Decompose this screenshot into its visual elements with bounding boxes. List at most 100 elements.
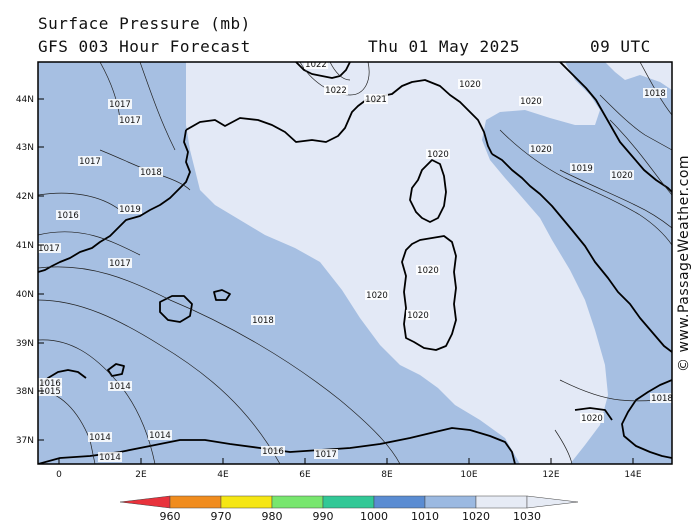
isobar-label-bg [38, 243, 61, 253]
forecast-date: Thu 01 May 2025 [368, 37, 520, 56]
isobar-label: 1017 [119, 116, 141, 126]
lon-tick-label: 0 [56, 470, 62, 480]
france-coast [185, 79, 493, 155]
legend-value: 1020 [462, 510, 490, 523]
isobar-label: 1018 [252, 316, 274, 326]
isobar-label: 1022 [325, 86, 347, 96]
isobar-label: 1014 [149, 431, 171, 441]
lon-tick-label: 2E [135, 470, 147, 480]
lat-tick-label: 40N [16, 290, 34, 300]
isobar-label: 1020 [530, 145, 552, 155]
legend-swatch [271, 495, 324, 509]
isobar-label: 1017 [315, 450, 337, 460]
isobar-label-bg [88, 432, 112, 442]
isobar-label-bg [98, 452, 122, 462]
isobar-label-bg [108, 381, 132, 391]
longitude-axis: 0 2E 4E 6E 8E 10E 12E 14E [56, 458, 642, 480]
isobar-label-bg [108, 258, 132, 268]
isobar-label-bg [519, 96, 543, 106]
isobar-label: 1020 [581, 414, 603, 424]
isobar-label: 1019 [119, 205, 141, 215]
calabria-coast [621, 379, 672, 459]
isobar-label-bg [416, 265, 440, 275]
isobar-label-bg [610, 170, 634, 180]
isobar-label-bg [38, 378, 62, 388]
isobar-label-bg [324, 85, 348, 95]
isobar-label: 1019 [571, 164, 593, 174]
isobar-label: 1017 [38, 244, 60, 254]
italy-adriatic [559, 62, 672, 193]
legend-value: 960 [160, 510, 181, 523]
isobar-label: 1020 [611, 171, 633, 181]
isobar-label-bg [643, 88, 667, 98]
legend-swatch [424, 495, 477, 509]
corsica [409, 159, 447, 223]
isobar-label-bg [261, 446, 285, 456]
legend-swatch [169, 495, 222, 509]
chart-title: Surface Pressure (mb) [38, 14, 251, 33]
isobar-label-bg [529, 144, 553, 154]
isobar-label: 1020 [417, 266, 439, 276]
latitude-axis: 44N 43N 42N 41N 40N 39N 38N 37N [16, 95, 44, 446]
lon-tick-label: 12E [542, 470, 559, 480]
sardinia [401, 235, 457, 351]
spain-coast [38, 129, 191, 273]
isobar-label-bg [56, 210, 80, 220]
legend-value: 990 [313, 510, 334, 523]
isobar-label: 1016 [57, 211, 79, 221]
isobar-label: 1016 [39, 379, 61, 389]
isobar-label-bg [650, 393, 672, 403]
lat-tick-label: 43N [16, 143, 34, 153]
sicily-coast [574, 407, 613, 421]
isobar-label-bg [458, 79, 482, 89]
isobar-label: 1016 [262, 447, 284, 457]
lon-tick-label: 10E [460, 470, 477, 480]
isobar-label-bg [251, 315, 275, 325]
legend-swatch [220, 495, 273, 509]
legend-arrow-low [119, 495, 171, 509]
forecast-label: GFS 003 Hour Forecast [38, 37, 251, 56]
isobar-label: 1017 [79, 157, 101, 167]
legend-arrow-high [526, 495, 579, 509]
isobar-label: 1018 [140, 168, 162, 178]
isobar-label: 1020 [407, 311, 429, 321]
legend-value: 970 [211, 510, 232, 523]
lat-tick-label: 44N [16, 95, 34, 105]
lat-tick-label: 38N [16, 387, 34, 397]
mallorca [159, 295, 193, 323]
isobar-labels: 1022 1022 1021 1020 1020 1020 1020 1019 1020 1018… [38, 62, 673, 463]
isobar-label: 1020 [459, 80, 481, 90]
isobar-label-bg [314, 449, 338, 459]
italy-coast [491, 153, 672, 353]
isobar-label-bg [118, 115, 142, 125]
isobar-label: 1018 [644, 89, 666, 99]
isobar-label: 1020 [366, 291, 388, 301]
isobar-label: 1020 [520, 97, 542, 107]
pressure-field-high [186, 62, 608, 464]
isobar-label-bg [108, 99, 132, 109]
forecast-time: 09 UTC [590, 37, 651, 56]
lon-tick-label: 4E [217, 470, 229, 480]
lat-tick-label: 37N [16, 436, 34, 446]
pressure-field-high-east [605, 62, 672, 90]
isobar-label-bg [118, 204, 142, 214]
isobar-label: 1015 [39, 387, 61, 397]
pressure-legend: 960 970 980 990 1000 1010 1020 1030 [119, 495, 579, 523]
lon-tick-label: 6E [299, 470, 311, 480]
legend-swatch [475, 495, 528, 509]
isobar-label: 1014 [109, 382, 131, 392]
isobar-label-bg [580, 413, 604, 423]
isobar-label: 1014 [89, 433, 111, 443]
legend-swatch [373, 495, 426, 509]
isobar-label: 1018 [651, 394, 673, 404]
isobar-label-bg [78, 156, 102, 166]
isobar-label-bg [304, 62, 328, 69]
credit-text: © www.PassageWeather.com [676, 154, 692, 372]
legend-value: 1030 [513, 510, 541, 523]
isobar-label: 1014 [99, 453, 121, 463]
legend-value: 980 [262, 510, 283, 523]
isobar-label: 1017 [109, 259, 131, 269]
legend-value: 1000 [360, 510, 388, 523]
lat-tick-label: 41N [16, 241, 34, 251]
isobar-label-bg [570, 163, 594, 173]
